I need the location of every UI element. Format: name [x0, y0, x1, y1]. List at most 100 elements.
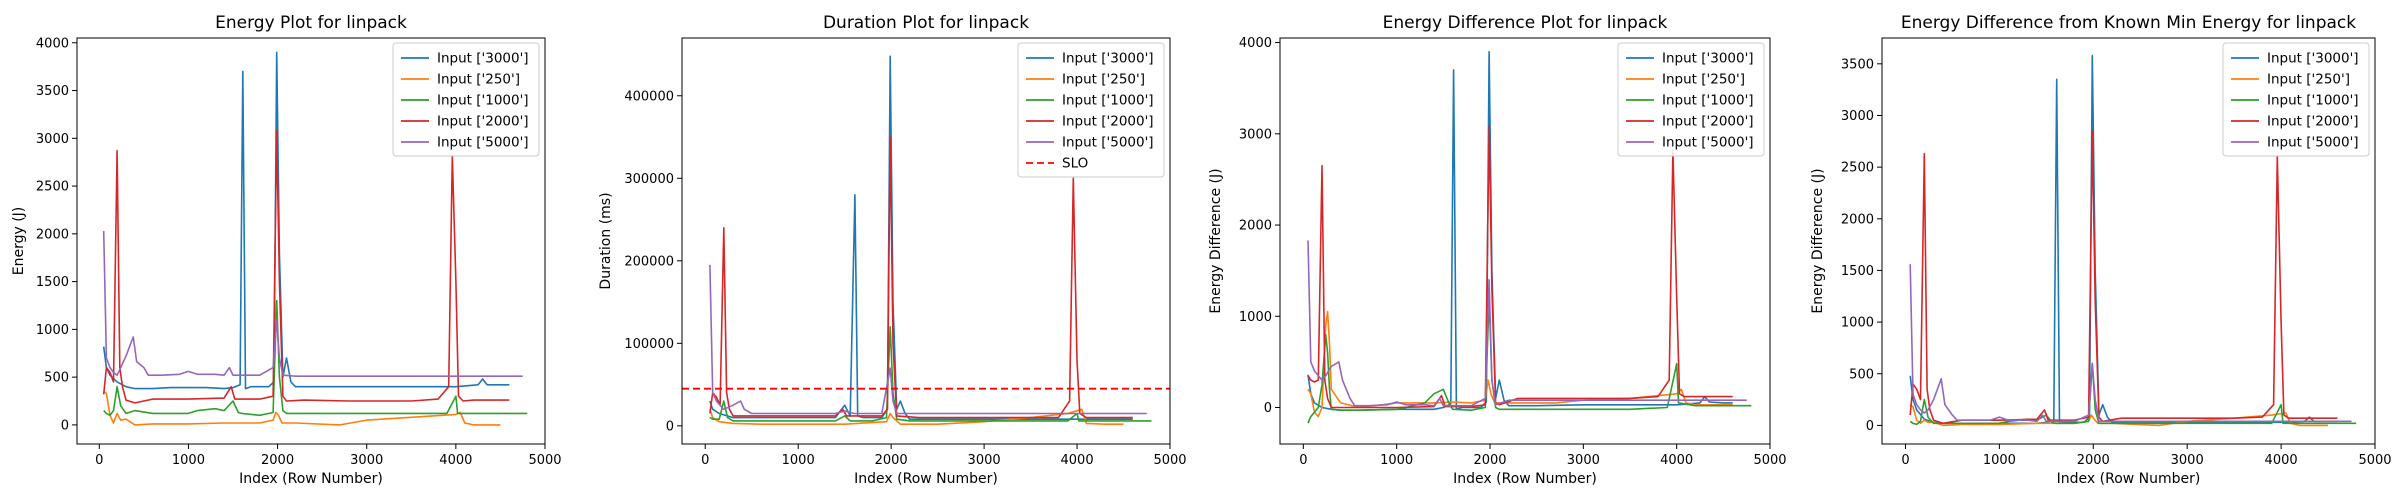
axes-frame — [1881, 37, 2376, 445]
x-tick-label: 5000 — [2358, 453, 2391, 468]
x-tick-label: 4000 — [1660, 453, 1693, 468]
legend: Input ['3000'] Input ['250'] Input ['1000'… — [392, 42, 540, 157]
y-tick-label: 1500 — [36, 275, 69, 290]
series-line-4 — [102, 129, 510, 404]
legend-label: Input ['1000'] — [2267, 93, 2359, 109]
series-line-3 — [1307, 297, 1752, 424]
series-line-1 — [102, 51, 510, 390]
x-tick-label: 0 — [95, 453, 103, 468]
series-line-4 — [1307, 125, 1733, 409]
y-axis-label: Energy Difference (J) — [1810, 168, 1826, 313]
series-line-2 — [103, 390, 501, 426]
y-tick-label: 0 — [1264, 401, 1272, 416]
legend: Input ['3000'] Input ['250'] Input ['1000'… — [2222, 42, 2370, 157]
x-tick-label: 3000 — [350, 453, 383, 468]
legend-box — [1617, 42, 1765, 157]
y-tick-label: 3000 — [1841, 109, 1874, 124]
legend-label: Input ['2000'] — [437, 114, 529, 130]
x-tick-label: 2000 — [2077, 453, 2110, 468]
x-axis-label: Index (Row Number) — [854, 471, 998, 487]
x-tick-label: 4000 — [2265, 453, 2298, 468]
legend-label: Input ['250'] — [1062, 72, 1145, 88]
series-line-4 — [709, 136, 1133, 419]
legend-label: Input ['250'] — [2267, 72, 2350, 88]
y-tick-label: 300000 — [624, 172, 674, 187]
legend-label: Input ['2000'] — [1062, 114, 1154, 130]
legend-box — [392, 42, 540, 157]
x-axis-label: Index (Row Number) — [2057, 471, 2201, 487]
x-tick-label: 1000 — [1380, 453, 1413, 468]
x-axis-label: Index (Row Number) — [239, 471, 383, 487]
y-tick-label: 4000 — [1239, 36, 1272, 51]
legend-label: Input ['250'] — [1662, 72, 1745, 88]
series-line-4 — [1909, 130, 2338, 425]
chart-title: Energy Difference Plot for linpack — [1383, 13, 1668, 33]
y-tick-label: 0 — [666, 419, 674, 434]
x-tick-label: 0 — [1299, 453, 1307, 468]
x-tick-label: 0 — [701, 453, 709, 468]
chart-panel-3: Energy Difference Plot for linpack 0 1000 2… — [1208, 13, 1787, 487]
y-tick-label: 100000 — [624, 337, 674, 352]
x-tick-label: 1000 — [1983, 453, 2016, 468]
y-tick-label: 1000 — [1841, 316, 1874, 331]
x-tick-label: 4000 — [439, 453, 472, 468]
x-tick-label: 5000 — [1153, 453, 1186, 468]
y-axis-label: Duration (ms) — [598, 192, 614, 289]
x-tick-label: 2000 — [261, 453, 294, 468]
series-line-3 — [1909, 362, 2357, 426]
y-tick-label: 500 — [1849, 367, 1874, 382]
y-tick-label: 0 — [61, 418, 69, 433]
y-tick-label: 3500 — [36, 84, 69, 99]
legend-label: Input ['2000'] — [2267, 114, 2359, 130]
legend-label: Input ['3000'] — [437, 51, 529, 67]
y-tick-label: 500 — [44, 371, 69, 386]
legend-box — [2222, 42, 2370, 157]
series-line-1 — [709, 55, 1133, 421]
legend-label: Input ['1000'] — [437, 93, 529, 109]
legend-label: Input ['250'] — [437, 72, 520, 88]
x-tick-label: 4000 — [1061, 453, 1094, 468]
y-axis-label: Energy (J) — [11, 207, 27, 276]
axes-frame — [681, 37, 1171, 445]
series-line-3 — [103, 299, 528, 417]
x-tick-label: 2000 — [1473, 453, 1506, 468]
series-line-5 — [1307, 240, 1747, 407]
x-tick-label: 0 — [1901, 453, 1909, 468]
series-line-3 — [709, 325, 1152, 422]
y-tick-label: 2500 — [1841, 161, 1874, 176]
chart-title: Duration Plot for linpack — [823, 13, 1029, 33]
legend-label: Input ['5000'] — [437, 135, 529, 151]
y-tick-label: 3000 — [36, 132, 69, 147]
legend: Input ['3000'] Input ['250'] Input ['1000'… — [1017, 42, 1165, 178]
y-tick-label: 400000 — [624, 89, 674, 104]
y-tick-label: 1000 — [36, 323, 69, 338]
series-line-5 — [1909, 264, 2352, 423]
chart-title: Energy Plot for linpack — [215, 13, 407, 33]
series-line-5 — [102, 230, 523, 378]
legend-label: SLO — [1062, 156, 1088, 172]
x-tick-label: 3000 — [968, 453, 1001, 468]
x-tick-label: 3000 — [2171, 453, 2204, 468]
x-tick-label: 5000 — [528, 453, 561, 468]
axes-frame — [76, 37, 546, 445]
y-tick-label: 1000 — [1239, 310, 1272, 325]
y-tick-label: 1500 — [1841, 264, 1874, 279]
y-tick-label: 2000 — [36, 227, 69, 242]
legend-box — [1017, 42, 1165, 178]
chart-panel-2: Duration Plot for linpack 0 1000 2000 3000 40… — [598, 13, 1187, 487]
x-tick-label: 3000 — [1567, 453, 1600, 468]
chart-panel-1: Energy Plot for linpack 0 1000 2000 3000 4000… — [11, 13, 562, 487]
legend-label: Input ['1000'] — [1662, 93, 1754, 109]
series-line-5 — [709, 264, 1147, 415]
x-tick-label: 1000 — [172, 453, 205, 468]
y-tick-label: 4000 — [36, 36, 69, 51]
legend-label: Input ['2000'] — [1662, 114, 1754, 130]
y-tick-label: 2000 — [1841, 212, 1874, 227]
chart-panel-4: Energy Difference from Known Min Energy … — [1810, 13, 2392, 487]
plot-area — [1307, 50, 1752, 424]
legend-label: Input ['5000'] — [1662, 135, 1754, 151]
x-tick-label: 5000 — [1753, 453, 1786, 468]
y-tick-label: 3000 — [1239, 127, 1272, 142]
series-line-2 — [709, 408, 1124, 426]
y-tick-label: 2000 — [1239, 219, 1272, 234]
